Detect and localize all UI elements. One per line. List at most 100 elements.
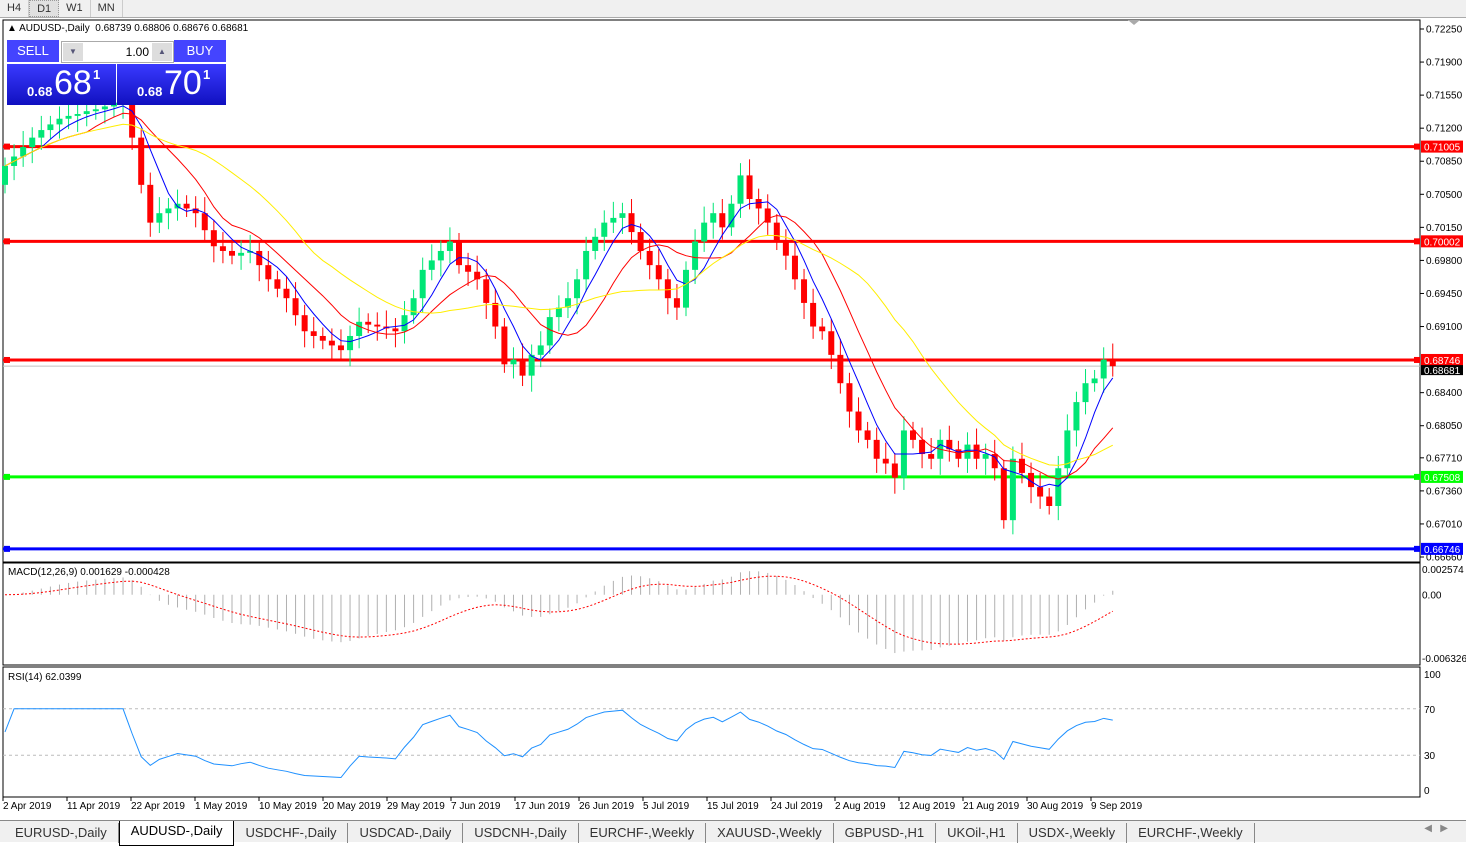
macd-signal-line xyxy=(4,575,1114,645)
candle-body xyxy=(219,246,226,251)
buy-price[interactable]: 0.68 70 1 xyxy=(117,64,226,105)
time-tick-label: 2 Aug 2019 xyxy=(835,801,886,812)
candle-body xyxy=(229,250,235,256)
collapse-triangle-icon[interactable]: ▲ xyxy=(7,23,17,34)
candle-body xyxy=(692,241,699,270)
candle-body xyxy=(2,165,8,185)
timeframe-mn[interactable]: MN xyxy=(91,0,123,17)
line-handle xyxy=(1414,356,1420,363)
price-tick-label: 0.67710 xyxy=(1426,453,1463,464)
price-label: 0.71005 xyxy=(1424,143,1461,154)
candle-body xyxy=(646,250,653,266)
price-chart[interactable]: 0.72250 0.71900 0.71550 0.71200 0.70850 0.705… xyxy=(0,18,1466,818)
lot-value[interactable]: 1.00 xyxy=(125,45,149,59)
candle-body xyxy=(83,111,90,115)
time-tick-label: 30 Aug 2019 xyxy=(1027,801,1084,812)
candle-body xyxy=(238,252,245,256)
candle-body xyxy=(501,326,508,365)
candle-body xyxy=(446,241,453,251)
candle-body xyxy=(919,439,926,455)
chart-tab[interactable]: EURUSD-,Daily xyxy=(4,823,119,843)
rsi-line xyxy=(4,708,1113,779)
candle-body xyxy=(991,454,998,469)
candle-body xyxy=(392,328,399,332)
candle-body xyxy=(147,184,154,223)
candle-body xyxy=(165,208,172,214)
candle-body xyxy=(619,213,626,218)
candle-body xyxy=(846,383,853,412)
candle-body xyxy=(247,250,254,253)
price-label-box xyxy=(1421,235,1463,248)
chart-tab[interactable]: EURCHF-,Weekly xyxy=(1127,823,1255,843)
timeframe-d1[interactable]: D1 xyxy=(29,0,60,17)
candle-body xyxy=(873,439,880,459)
price-tick-label: 0.70500 xyxy=(1426,190,1463,201)
candle-body xyxy=(192,208,199,214)
line-handle xyxy=(4,473,10,480)
candle-body xyxy=(419,269,426,299)
line-handle xyxy=(4,545,10,552)
candle-body xyxy=(946,439,953,450)
buy-button[interactable]: BUY xyxy=(174,40,226,62)
macd-tick-label: -0.006326 xyxy=(1422,654,1466,665)
candle-body xyxy=(1082,383,1089,403)
lot-size-input[interactable]: ▼ 1.00 ▲ xyxy=(61,41,174,63)
timeframe-w1[interactable]: W1 xyxy=(59,0,91,17)
chart-tab[interactable]: USDX-,Weekly xyxy=(1018,823,1128,843)
chart-tab[interactable]: AUDUSD-,Daily xyxy=(118,821,235,846)
price-tick-label: 0.68400 xyxy=(1426,388,1463,399)
candle-body xyxy=(583,250,590,280)
candle-body xyxy=(365,321,372,325)
candle-body xyxy=(810,302,817,327)
chart-tab[interactable]: EURCHF-,Weekly xyxy=(579,823,707,843)
candle-body xyxy=(1109,359,1116,367)
time-tick-label: 21 Aug 2019 xyxy=(963,801,1020,812)
candle-body xyxy=(274,279,281,289)
candle-body xyxy=(437,250,444,261)
price-tick-label: 0.70850 xyxy=(1426,157,1463,168)
price-label-box xyxy=(1421,353,1463,366)
candle-body xyxy=(855,411,862,431)
candle-body xyxy=(864,430,871,440)
rsi-frame xyxy=(2,666,1421,798)
decrease-lot-icon[interactable]: ▼ xyxy=(63,43,83,61)
candle-body xyxy=(655,265,662,280)
candle-body xyxy=(1073,402,1080,431)
macd-label: MACD(12,26,9) 0.001629 -0.000428 xyxy=(8,567,170,578)
time-tick-label: 15 Jul 2019 xyxy=(707,801,759,812)
price-tick-label: 0.71550 xyxy=(1426,91,1463,102)
candle-body xyxy=(910,430,916,440)
chart-tab[interactable]: GBPUSD-,H1 xyxy=(834,823,937,843)
candle-body xyxy=(374,324,381,327)
candle-body xyxy=(746,175,753,200)
candle-body xyxy=(410,298,417,316)
sell-price[interactable]: 0.68 68 1 xyxy=(7,64,116,105)
candle-body xyxy=(546,317,553,346)
candle-body xyxy=(710,213,717,223)
chart-tab[interactable]: USDCAD-,Daily xyxy=(348,823,464,843)
sell-button[interactable]: SELL xyxy=(7,40,59,62)
chart-tab[interactable]: USDCHF-,Daily xyxy=(234,823,349,843)
candle-body xyxy=(837,354,844,384)
candle-body xyxy=(1028,472,1035,488)
candle-body xyxy=(101,106,108,110)
price-label: 0.68746 xyxy=(1424,356,1461,367)
candle-body xyxy=(38,130,45,138)
candle-body xyxy=(819,326,826,332)
macd-tick-label: 0.00 xyxy=(1422,591,1442,602)
chart-tab[interactable]: USDCNH-,Daily xyxy=(463,823,579,843)
timeframe-h4[interactable]: H4 xyxy=(0,0,30,17)
rsi-tick-label: 100 xyxy=(1424,670,1441,681)
candle-body xyxy=(592,236,599,251)
candle-body xyxy=(129,99,136,138)
increase-lot-icon[interactable]: ▲ xyxy=(152,43,172,61)
time-tick-label: 22 Apr 2019 xyxy=(131,801,185,812)
candle-body xyxy=(492,302,499,327)
chart-tab[interactable]: XAUUSD-,Weekly xyxy=(706,823,834,843)
tab-scroll-arrows-icon[interactable]: ◀ ▶ xyxy=(1424,823,1448,834)
candle-body xyxy=(183,203,190,209)
chart-tab[interactable]: UKOil-,H1 xyxy=(936,823,1018,843)
price-label: 0.70002 xyxy=(1424,237,1461,248)
line-handle xyxy=(1414,238,1420,245)
time-tick-label: 10 May 2019 xyxy=(259,801,317,812)
